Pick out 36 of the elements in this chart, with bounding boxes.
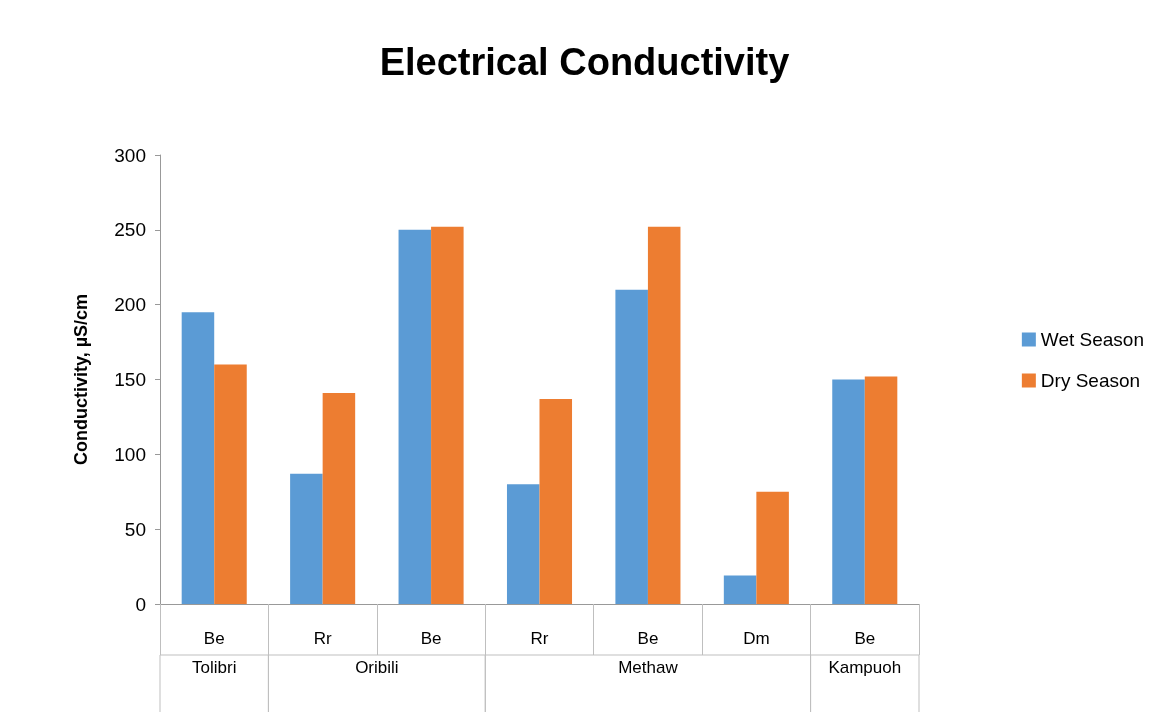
bar [539, 398, 573, 604]
y-tick-label: 0 [135, 593, 146, 615]
bar [398, 229, 432, 604]
y-tick-label: 200 [114, 294, 146, 316]
x-tick-label: Rr [530, 629, 549, 648]
bar [615, 289, 648, 604]
bar [647, 226, 681, 604]
y-tick-label: 300 [114, 144, 146, 166]
text: Tolibri [192, 658, 237, 677]
bar [431, 226, 464, 604]
text: Kampuoh [828, 658, 902, 677]
bar [832, 379, 865, 604]
x-tick-label: Rr [313, 629, 332, 648]
legend-label: Wet Season [1040, 329, 1144, 350]
text: Methaw [618, 658, 679, 677]
x-tick-label: Be [420, 629, 442, 648]
bar [723, 575, 757, 604]
y-tick-label: 100 [114, 443, 146, 465]
chart-title: Electrical Conductivity [379, 41, 790, 83]
bar [864, 376, 898, 604]
bar [322, 392, 356, 604]
x-tick-label: Be [854, 629, 876, 648]
x-tick-label: Be [203, 629, 225, 648]
legend-label: Dry Season [1040, 370, 1141, 391]
bar [214, 364, 247, 604]
text: Oribili [355, 658, 399, 677]
bar [506, 484, 540, 604]
bar [290, 473, 323, 604]
y-axis-title: Conductivity, µS/cm [71, 293, 91, 466]
y-tick-label: 150 [114, 369, 146, 390]
y-tick-label: 50 [124, 518, 146, 540]
bar [181, 312, 215, 604]
bar [756, 491, 789, 604]
y-tick-label: 250 [114, 219, 146, 241]
x-tick-label: Be [637, 629, 659, 648]
x-tick-label: Dm [743, 629, 770, 648]
